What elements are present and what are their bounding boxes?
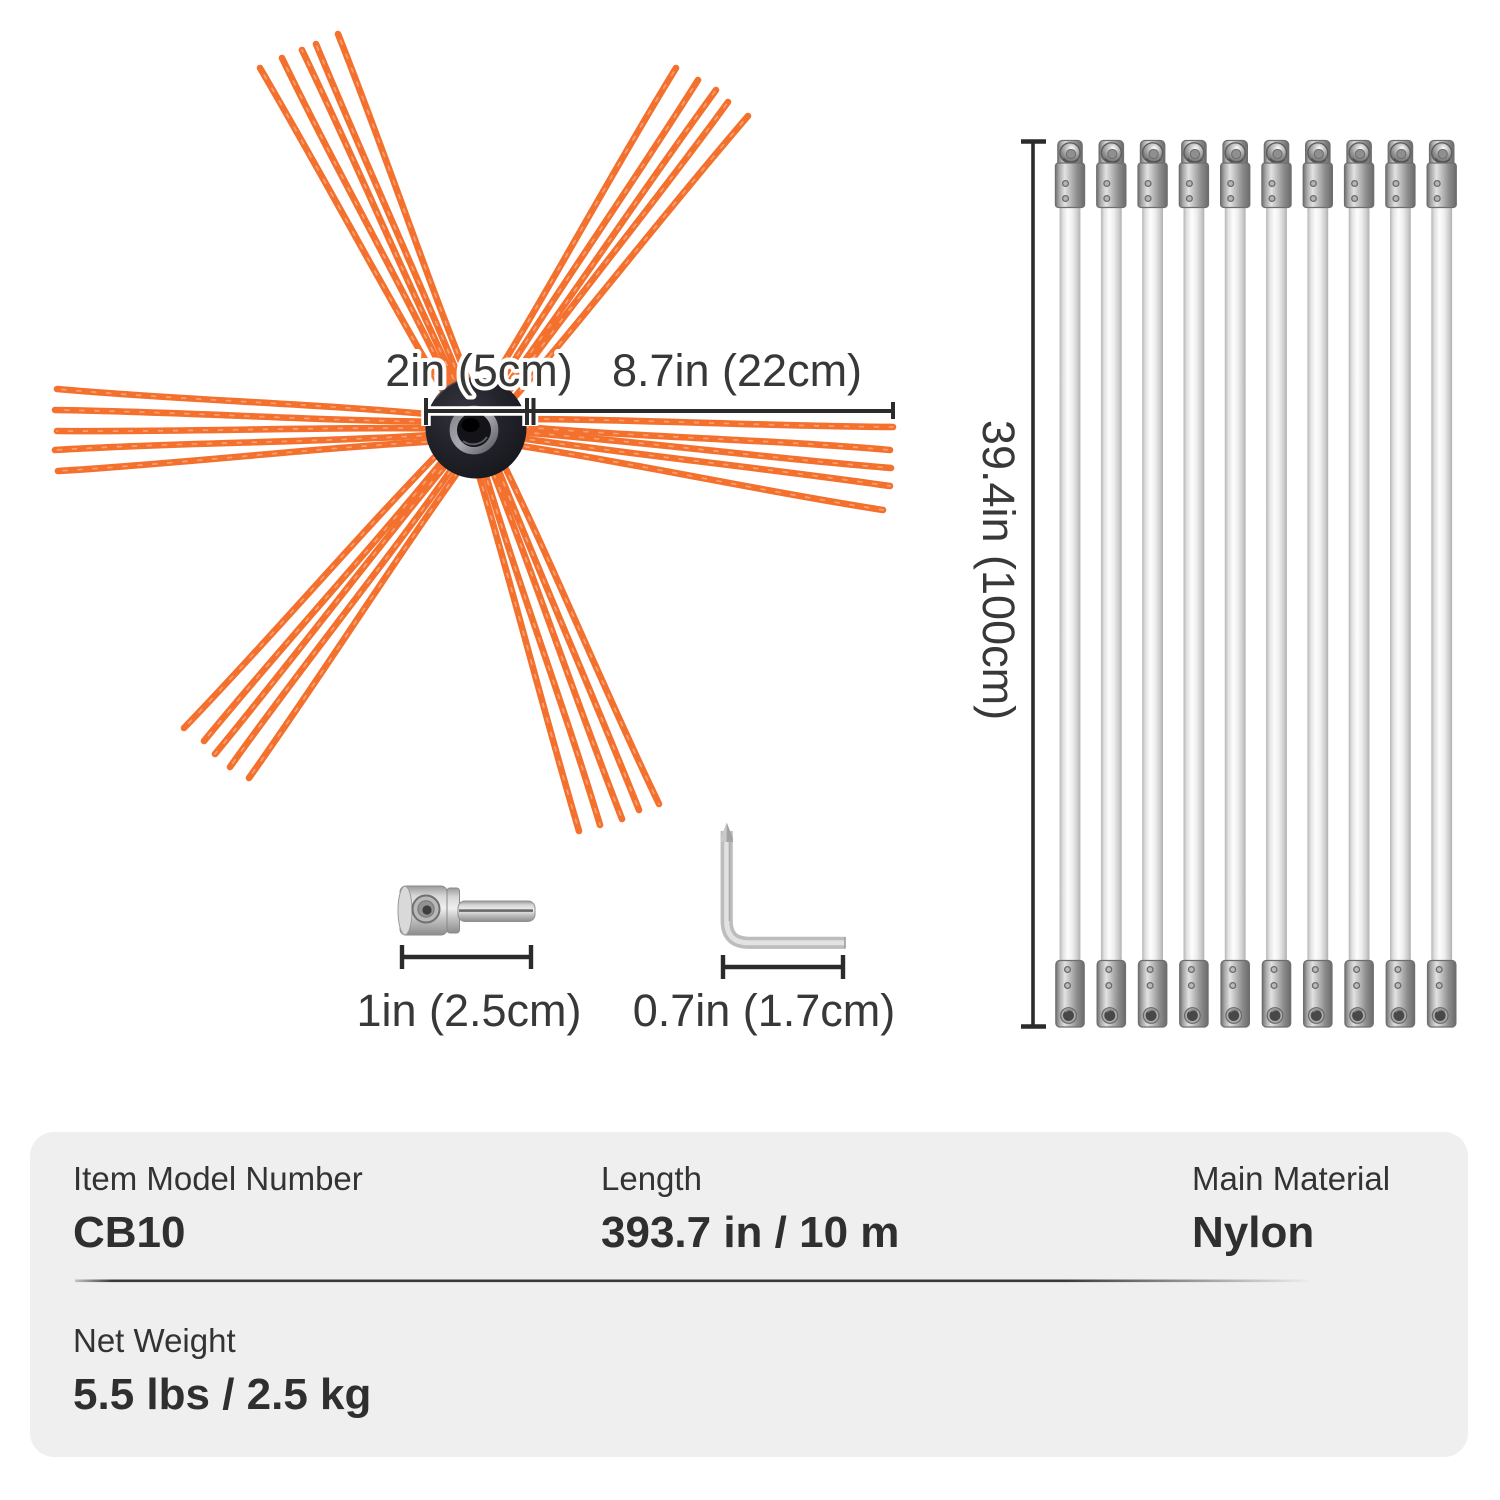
- svg-text:5.5 lbs / 2.5 kg: 5.5 lbs / 2.5 kg: [73, 1370, 371, 1419]
- svg-text:8.7in (22cm): 8.7in (22cm): [612, 345, 862, 396]
- svg-text:0.7in (1.7cm): 0.7in (1.7cm): [633, 985, 896, 1036]
- svg-text:Main Material: Main Material: [1192, 1160, 1390, 1197]
- svg-text:Nylon: Nylon: [1192, 1208, 1314, 1257]
- svg-text:CB10: CB10: [73, 1208, 186, 1257]
- svg-text:Item Model Number: Item Model Number: [73, 1160, 363, 1197]
- svg-text:Net Weight: Net Weight: [73, 1322, 236, 1359]
- svg-text:Length: Length: [601, 1160, 702, 1197]
- svg-text:393.7 in / 10 m: 393.7 in / 10 m: [601, 1208, 899, 1257]
- svg-text:39.4in (100cm): 39.4in (100cm): [973, 420, 1024, 720]
- svg-text:1in (2.5cm): 1in (2.5cm): [356, 985, 581, 1036]
- svg-text:2in (5cm): 2in (5cm): [385, 345, 573, 396]
